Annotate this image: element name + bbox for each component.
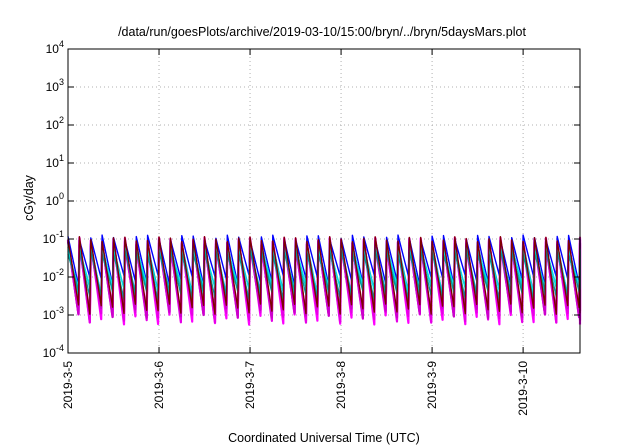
y-tick-label: 10-4 (43, 343, 64, 360)
x-tick-label: 2019-3-9 (425, 361, 439, 409)
y-tick-label: 10-1 (43, 229, 64, 246)
x-tick-label: 2019-3-8 (334, 361, 348, 409)
x-tick-label: 2019-3-7 (243, 361, 257, 409)
axes (67, 48, 581, 354)
x-tick-label: 2019-3-10 (516, 361, 530, 416)
y-axis-label: cGy/day (22, 174, 36, 221)
y-tick-label: 103 (46, 77, 64, 94)
y-tick-label: 10-3 (43, 305, 64, 322)
y-tick-label: 100 (46, 191, 64, 208)
y-tick-label: 104 (46, 39, 64, 56)
data-series (66, 234, 582, 326)
y-tick-label: 10-2 (43, 267, 64, 284)
chart-title: /data/run/goesPlots/archive/2019-03-10/1… (118, 25, 526, 39)
x-tick-label: 2019-3-5 (61, 361, 75, 409)
series-line (67, 235, 581, 315)
x-tick-label: 2019-3-6 (152, 361, 166, 409)
y-tick-label: 101 (46, 153, 64, 170)
plot-frame (67, 48, 581, 354)
y-tick-label: 102 (46, 115, 64, 132)
tick-labels: 10-4 10-3 10-2 10-1 100 101 102 103 104 2019-3-5 2… (43, 39, 530, 416)
x-axis-label: Coordinated Universal Time (UTC) (228, 431, 420, 445)
